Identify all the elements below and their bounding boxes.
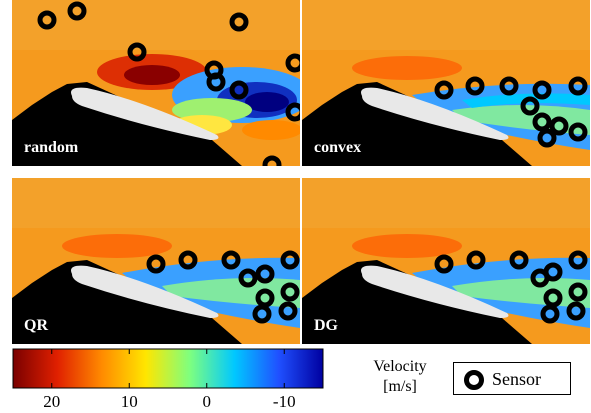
flow-field-qr — [12, 178, 300, 344]
colorbar-gradient — [12, 348, 324, 389]
sensor-markers — [434, 250, 588, 324]
airfoil — [71, 87, 219, 140]
colorbar-ticks: 20 10 0 -10 — [43, 349, 296, 411]
colorbar-title: Velocity [m/s] — [360, 357, 440, 397]
colorbar-tick-label: -10 — [273, 392, 296, 408]
shadow-region — [302, 260, 532, 344]
legend-label: Sensor — [492, 369, 541, 389]
sensor-markers — [434, 76, 588, 148]
airfoil — [361, 265, 509, 318]
panel-convex: convex — [302, 0, 590, 166]
panel-label-convex: convex — [314, 139, 362, 156]
sensor-markers — [37, 1, 300, 166]
panel-dg: DG — [302, 178, 590, 344]
shadow-region — [12, 260, 242, 344]
flow-field-random — [12, 0, 300, 166]
airfoil — [361, 87, 509, 140]
panel-label-dg: DG — [314, 317, 338, 334]
ring-marker-icon — [464, 370, 484, 390]
panel-label-qr: QR — [24, 317, 48, 334]
colorbar-tick-label: 0 — [203, 392, 212, 408]
shadow-region — [302, 82, 532, 166]
colorbar-title-line2: [m/s] — [383, 378, 417, 395]
shadow-region — [12, 82, 242, 166]
panel-qr: QR — [12, 178, 300, 344]
panel-random: random — [12, 0, 300, 166]
sensor-markers — [146, 250, 300, 324]
panel-label-random: random — [24, 139, 79, 156]
legend: Sensor — [453, 362, 571, 395]
colorbar-tick-label: 10 — [121, 392, 138, 408]
flow-field-dg — [302, 178, 590, 344]
colorbar-svg: 20 10 0 -10 — [12, 348, 324, 411]
airfoil — [71, 265, 219, 318]
colorbar-tick-label: 20 — [43, 392, 60, 408]
flow-field-convex — [302, 0, 590, 166]
colorbar: 20 10 0 -10 — [0, 347, 340, 411]
colorbar-title-line1: Velocity — [373, 358, 427, 375]
